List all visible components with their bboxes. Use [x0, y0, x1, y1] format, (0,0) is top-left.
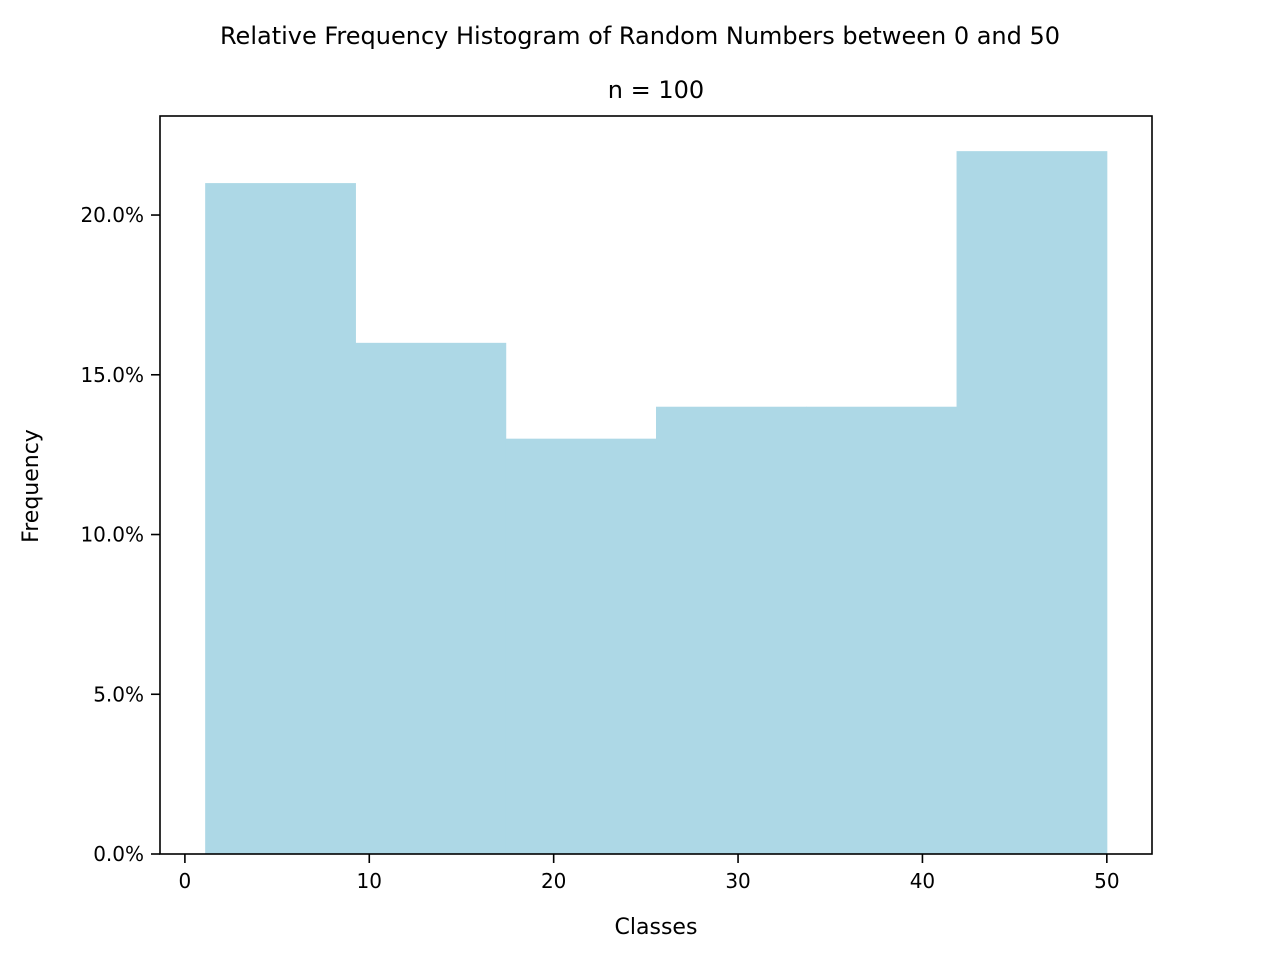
- chart-title: Relative Frequency Histogram of Random N…: [220, 22, 1060, 50]
- x-tick-label: 40: [910, 869, 935, 893]
- plot-frame: [159, 115, 1153, 855]
- y-tick-label: 20.0%: [80, 203, 144, 227]
- histogram-bar: [205, 183, 356, 854]
- histogram-bar: [355, 342, 507, 854]
- y-tick-label: 10.0%: [80, 523, 144, 547]
- y-tick-label: 15.0%: [80, 363, 144, 387]
- y-axis-ticks: 0.0% 5.0% 10.0% 15.0% 20.0%: [80, 203, 160, 866]
- bars-group: [205, 151, 1108, 855]
- histogram-bar: [806, 406, 958, 854]
- chart-subtitle: n = 100: [608, 76, 704, 104]
- x-tick-label: 20: [541, 869, 566, 893]
- x-tick-label: 0: [179, 869, 192, 893]
- x-axis-ticks: 0 10 20 30 40 50: [179, 854, 1120, 893]
- y-tick-label: 0.0%: [93, 842, 144, 866]
- histogram-bar: [505, 438, 657, 854]
- x-axis-label: Classes: [615, 915, 698, 940]
- y-tick-label: 5.0%: [93, 682, 144, 706]
- x-tick-label: 30: [725, 869, 750, 893]
- x-tick-label: 50: [1094, 869, 1119, 893]
- histogram-bar: [656, 406, 807, 854]
- x-tick-label: 10: [357, 869, 382, 893]
- histogram-bar: [956, 151, 1108, 855]
- y-axis-label: Frequency: [19, 429, 44, 543]
